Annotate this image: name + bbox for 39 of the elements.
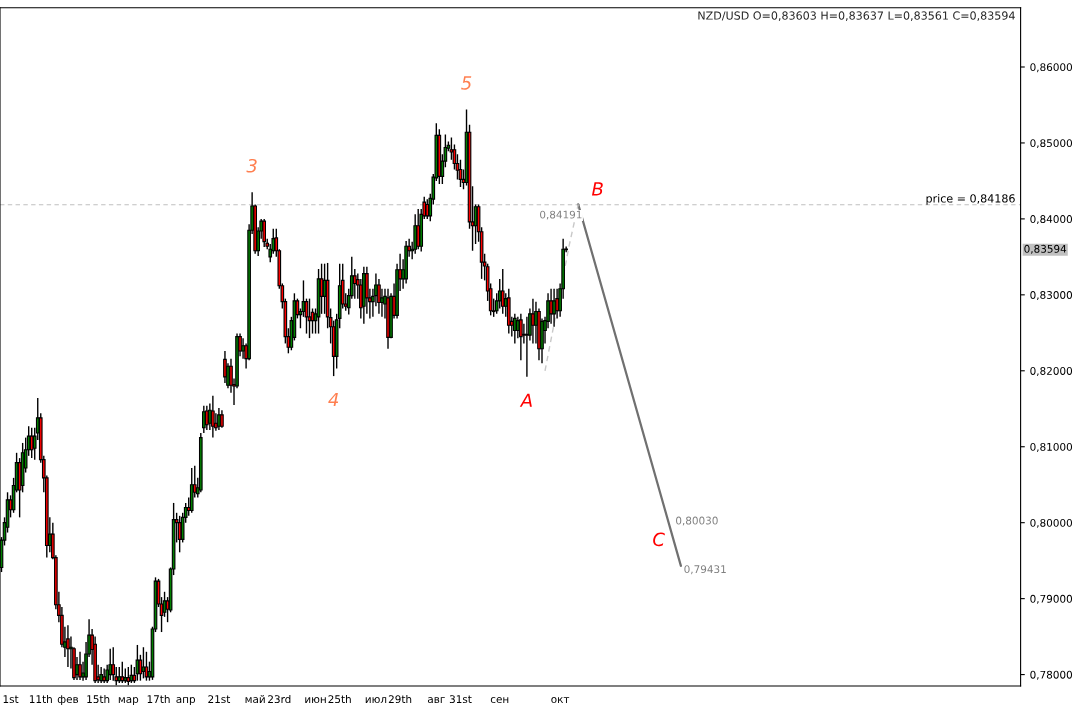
x-tick-label: май [245, 695, 265, 704]
y-tick-label: 0,78000 [1030, 670, 1073, 680]
annotation: 0,80030 [676, 516, 718, 526]
annotation: 0,79431 [684, 565, 726, 575]
y-tick-label: 0,82000 [1030, 367, 1073, 376]
x-tick-label: 29th [388, 694, 412, 704]
annotation: A [519, 393, 532, 407]
annotation: 0,84191 [540, 210, 582, 220]
x-tick-label: окт [551, 697, 570, 704]
x-tick-label: июн [305, 697, 326, 704]
y-tick-label: 0,86000 [1030, 63, 1073, 73]
x-tick-label: 17th [147, 694, 170, 703]
text: 0,83594 [1024, 244, 1067, 254]
ref-line-label: price = 0,84186 [926, 194, 1015, 205]
x-tick-label: фев [57, 695, 79, 705]
x-tick-label: апр [176, 697, 196, 705]
annotation: C [653, 532, 665, 547]
x-tick-label: мар [118, 697, 139, 705]
y-tick-label: 0,85000 [1030, 139, 1073, 149]
x-tick-label: 1st [3, 695, 19, 704]
annotation: 3 [246, 158, 257, 173]
x-tick-label: сен [490, 697, 509, 704]
annotation: 4 [328, 392, 339, 407]
y-tick-label: 0,81000 [1030, 442, 1073, 452]
x-tick-label: авг [427, 697, 445, 704]
y-tick-label: 0,79000 [1030, 594, 1073, 604]
x-tick-label: 15th [87, 694, 110, 704]
x-tick-label: 25th [328, 694, 351, 704]
x-tick-label: 21st [208, 695, 231, 704]
x-tick-label: 11th [29, 694, 52, 703]
x-tick-label: июл [365, 697, 387, 704]
y-tick-label: 0,83000 [1030, 291, 1073, 300]
chart-title: NZD/USD O=0,83603 H=0,83637 L=0,83561 C=0,83594 [698, 11, 1015, 21]
annotation: B [591, 182, 603, 196]
x-tick-label: 31st [449, 695, 472, 704]
y-tick-label: 0,84000 [1030, 215, 1073, 225]
annotation: 5 [461, 76, 472, 90]
x-tick-label: 23rd [268, 694, 291, 704]
y-tick-label: 0,80000 [1030, 518, 1073, 528]
